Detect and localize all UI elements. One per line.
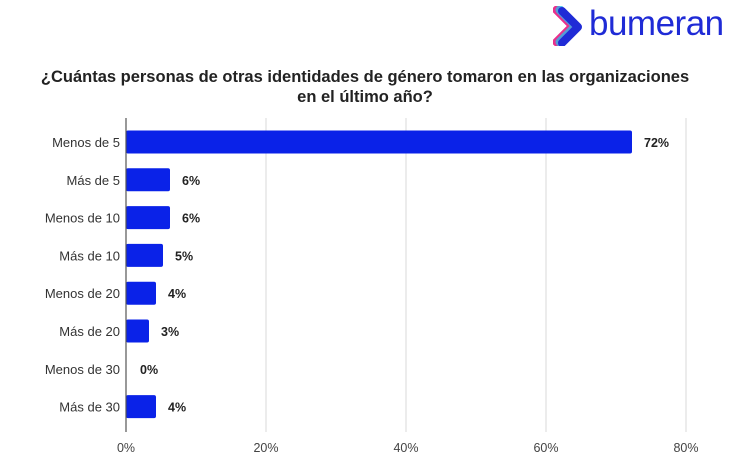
bumeran-logo: bumeran [552,4,724,47]
chart-title-line-1: ¿Cuántas personas de otras identidades d… [40,68,690,86]
bar [126,130,632,154]
data-label: 72% [644,136,669,150]
bar [126,319,149,343]
data-label: 0% [140,363,158,377]
bar [126,168,170,192]
x-tick-label: 60% [533,441,558,455]
category-label: Más de 30 [59,400,120,415]
data-label: 6% [182,212,200,226]
category-label: Menos de 30 [45,362,120,377]
brand-wordmark: bumeran [589,4,724,43]
category-label: Más de 20 [59,324,120,339]
category-label: Menos de 20 [45,286,120,301]
data-label: 5% [175,249,193,263]
category-label: Menos de 5 [52,135,120,150]
category-label: Más de 5 [67,173,120,188]
bar [126,395,156,419]
bar [126,243,163,267]
data-label: 4% [168,287,186,301]
data-label: 6% [182,174,200,188]
category-label: Más de 10 [59,248,120,263]
data-label: 3% [161,325,179,339]
bar [126,206,170,230]
x-tick-label: 0% [117,441,135,455]
x-tick-label: 80% [673,441,698,455]
bar [126,281,156,305]
category-label: Menos de 10 [45,211,120,226]
x-tick-label: 40% [393,441,418,455]
data-label: 4% [168,401,186,415]
chevron-logo-icon [552,5,582,47]
chart-title: ¿Cuántas personas de otras identidades d… [0,67,730,107]
x-tick-label: 20% [253,441,278,455]
chart-title-line-2: en el último año? [297,88,433,106]
